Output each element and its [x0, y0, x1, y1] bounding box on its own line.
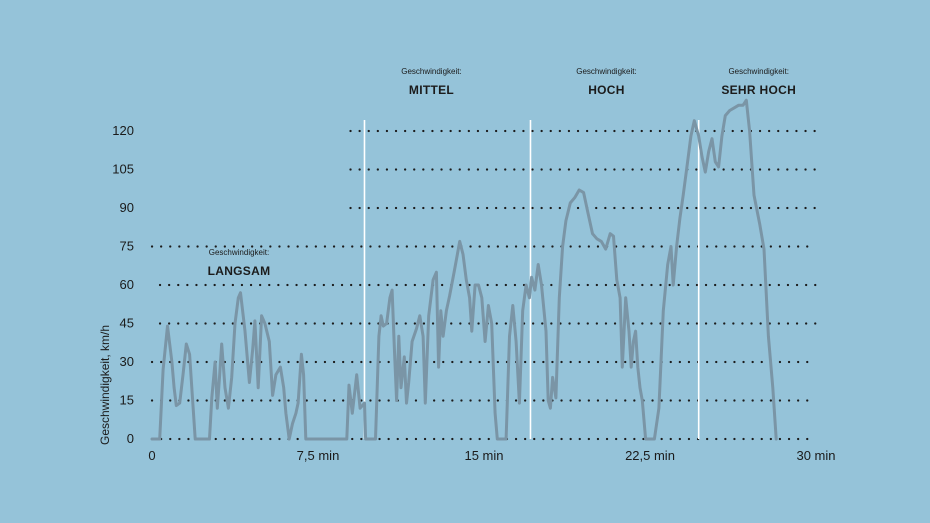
phase-labels: Geschwindigkeit: LANGSAM Geschwindigkeit: M…	[208, 67, 796, 278]
y-tick-label: 90	[120, 200, 134, 215]
y-axis-label: Geschwindigkeit, km/h	[98, 325, 112, 445]
phase-name-hoch: HOCH	[588, 83, 625, 97]
y-tick-label: 45	[120, 316, 134, 331]
x-tick-label: 0	[148, 448, 155, 463]
y-tick-label: 15	[120, 393, 134, 408]
phase-caption: Geschwindigkeit:	[728, 67, 788, 76]
y-tick-label: 75	[120, 239, 134, 254]
phase-name-mittel: MITTEL	[409, 83, 454, 97]
speed-line-1	[150, 98, 778, 441]
phase-name-langsam: LANGSAM	[208, 264, 271, 278]
y-tick-label: 60	[120, 277, 134, 292]
x-tick-label: 30 min	[796, 448, 835, 463]
y-tick-labels: 0 15 30 45 60 75 90 105 120	[112, 123, 134, 446]
y-tick-label: 0	[127, 431, 134, 446]
x-tick-labels: 0 7,5 min 15 min 22,5 min 30 min	[148, 448, 835, 463]
x-tick-label: 7,5 min	[297, 448, 340, 463]
grid-lines	[150, 129, 818, 441]
y-tick-label: 120	[112, 123, 134, 138]
y-tick-label: 105	[112, 162, 134, 177]
phase-caption: Geschwindigkeit:	[209, 248, 269, 257]
y-tick-label: 30	[120, 354, 134, 369]
phase-caption: Geschwindigkeit:	[576, 67, 636, 76]
phase-caption: Geschwindigkeit:	[401, 67, 461, 76]
phase-name-sehr-hoch: SEHR HOCH	[721, 83, 796, 97]
speed-series	[150, 98, 778, 441]
x-tick-label: 15 min	[464, 448, 503, 463]
x-tick-label: 22,5 min	[625, 448, 675, 463]
